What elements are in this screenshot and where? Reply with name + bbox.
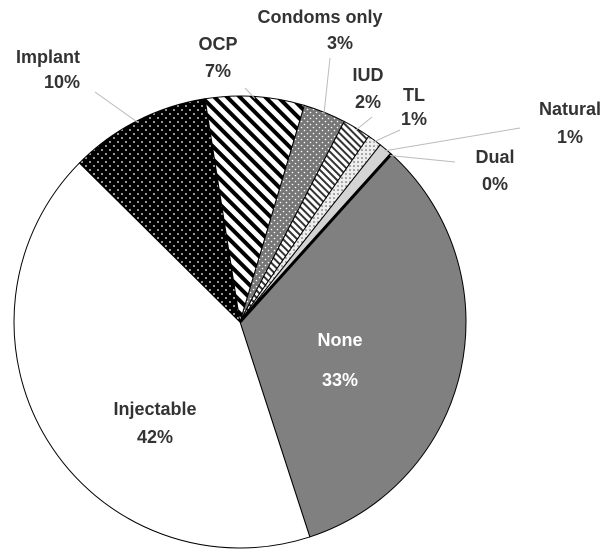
value-label: 0% [482,174,508,194]
pie-slice [239,153,467,538]
leader-line [373,129,401,143]
value-label: 7% [205,61,231,81]
value-label: 1% [557,127,583,147]
value-label: 33% [322,370,358,390]
value-label: 2% [355,92,381,112]
slice-label: IUD [353,65,384,85]
value-label: 3% [327,33,353,53]
value-label: 10% [44,72,80,92]
leader-line [244,87,256,99]
slice-label: Injectable [113,399,196,419]
leader-line [323,57,331,115]
slice-label: None [318,330,363,350]
value-label: 1% [401,109,427,129]
pie [13,95,467,549]
slice-label: Condoms only [258,7,383,27]
pie-slice [204,95,305,323]
leader-line [389,155,456,163]
slice-label: Dual [475,147,514,167]
slice-label: Natural [539,99,601,119]
slice-label: Implant [16,47,80,67]
pie-slice [78,98,241,324]
slice-label: OCP [198,34,237,54]
labels: None 33% Injectable 42% Implant 10% OCP 7% Condo… [16,7,601,447]
leader-line [355,116,373,131]
slice-label: TL [403,85,425,105]
value-label: 42% [137,427,173,447]
leader-line [384,127,521,152]
leader-line [94,91,139,123]
pie-slice [13,162,311,549]
pie-slice [239,144,392,323]
